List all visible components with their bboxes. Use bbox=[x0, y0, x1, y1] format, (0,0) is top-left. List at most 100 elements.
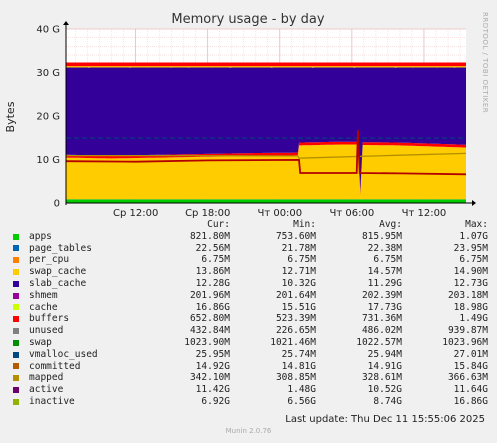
legend-label: swap bbox=[29, 336, 52, 348]
active-line bbox=[66, 152, 467, 159]
y-tick-label: 40 G bbox=[36, 25, 60, 36]
legend-label: shmem bbox=[29, 289, 58, 301]
legend-item-inactive: inactive 6.92G 6.56G 8.74G 16.86G bbox=[11, 396, 489, 408]
max-header: Max: bbox=[465, 219, 488, 230]
apps-area bbox=[66, 199, 466, 203]
legend-max: 15.84G bbox=[453, 360, 488, 372]
legend-swatch bbox=[13, 398, 19, 405]
legend-item-swap-cache: swap_cache 13.86M 12.71M 14.57M 14.90M bbox=[11, 266, 489, 278]
legend-max: 939.87M bbox=[447, 325, 488, 337]
y-axis-arrow bbox=[63, 21, 69, 25]
legend-cur: 14.92G bbox=[195, 360, 230, 372]
legend-item-active: active 11.42G 1.48G 10.52G 11.64G bbox=[11, 384, 489, 396]
legend-max: 12.73G bbox=[453, 277, 488, 289]
munin-version: Munin 2.0.76 bbox=[225, 427, 272, 435]
legend-min: 6.56G bbox=[287, 395, 316, 407]
legend-min: 753.60M bbox=[275, 230, 316, 242]
legend-cur: 432.84M bbox=[189, 325, 230, 337]
legend-max: 366.63M bbox=[447, 372, 488, 384]
legend-max: 1023.96M bbox=[442, 336, 488, 348]
legend-label: committed bbox=[29, 360, 81, 372]
legend-avg: 6.75M bbox=[373, 254, 402, 266]
legend-label: cache bbox=[29, 301, 58, 313]
legend-label: page_tables bbox=[29, 242, 92, 254]
legend-min: 10.32G bbox=[281, 277, 316, 289]
legend-cur: 201.96M bbox=[189, 289, 230, 301]
legend-label: apps bbox=[29, 230, 52, 242]
inactive-line bbox=[65, 129, 467, 176]
legend-swatch bbox=[13, 328, 19, 335]
legend-avg: 731.36M bbox=[361, 313, 402, 325]
legend-swatch bbox=[13, 351, 19, 358]
legend-min: 21.78M bbox=[281, 242, 316, 254]
legend-item-page-tables: page_tables 22.56M 21.78M 22.38M 23.95M bbox=[11, 243, 489, 255]
legend-min: 308.85M bbox=[275, 372, 316, 384]
legend-item-apps: apps 821.80M 753.60M 815.95M 1.07G bbox=[11, 231, 489, 243]
legend-item-swap: swap 1023.90M 1021.46M 1022.57M 1023.96M bbox=[11, 337, 489, 349]
legend-min: 25.74M bbox=[281, 348, 316, 360]
legend-label: buffers bbox=[29, 313, 70, 325]
last-update: Last update: Thu Dec 11 15:55:06 2025 bbox=[285, 414, 485, 425]
legend-max: 1.07G bbox=[459, 230, 488, 242]
legend-max: 11.64G bbox=[453, 384, 488, 396]
legend-item-per-cpu: per_cpu 6.75M 6.75M 6.75M 6.75M bbox=[11, 254, 489, 266]
legend-min: 1021.46M bbox=[270, 336, 316, 348]
legend-swatch bbox=[13, 292, 19, 299]
legend: Cur: Min: Avg: Max: apps 821.80M 753.60M 81… bbox=[11, 219, 489, 408]
legend-cur: 342.10M bbox=[189, 372, 230, 384]
legend-max: 23.95M bbox=[453, 242, 488, 254]
legend-swatch bbox=[13, 257, 19, 264]
legend-cur: 1023.90M bbox=[184, 336, 230, 348]
legend-item-unused: unused 432.84M 226.65M 486.02M 939.87M bbox=[11, 325, 489, 337]
legend-swatch bbox=[13, 316, 19, 323]
legend-avg: 14.91G bbox=[367, 360, 402, 372]
legend-item-shmem: shmem 201.96M 201.64M 202.39M 203.18M bbox=[11, 290, 489, 302]
legend-label: slab_cache bbox=[29, 277, 87, 289]
chart-title: Memory usage - by day bbox=[171, 12, 324, 27]
x-tick-label: Чт 06:00 bbox=[330, 208, 375, 219]
legend-label: active bbox=[29, 384, 64, 396]
legend-swatch bbox=[13, 280, 19, 287]
x-axis-arrow bbox=[472, 200, 476, 206]
legend-max: 6.75M bbox=[459, 254, 488, 266]
min-header: Min: bbox=[293, 219, 316, 230]
legend-cur: 13.86M bbox=[195, 266, 230, 278]
legend-min: 1.48G bbox=[287, 384, 316, 396]
legend-item-vmalloc-used: vmalloc_used 25.95M 25.74M 25.94M 27.01M bbox=[11, 349, 489, 361]
legend-swatch bbox=[13, 375, 19, 382]
y-axis-label: Bytes bbox=[4, 101, 17, 132]
legend-label: inactive bbox=[29, 395, 75, 407]
y-tick-label: 0 bbox=[54, 199, 60, 210]
avg-header: Avg: bbox=[379, 219, 402, 230]
legend-avg: 815.95M bbox=[361, 230, 402, 242]
legend-max: 16.86G bbox=[453, 395, 488, 407]
legend-cur: 11.42G bbox=[195, 384, 230, 396]
slab-cache-area bbox=[66, 66, 466, 193]
legend-avg: 10.52G bbox=[367, 384, 402, 396]
legend-item-buffers: buffers 652.80M 523.39M 731.36M 1.49G bbox=[11, 313, 489, 325]
legend-max: 203.18M bbox=[447, 289, 488, 301]
legend-swatch bbox=[13, 339, 19, 346]
legend-item-slab-cache: slab_cache 12.28G 10.32G 11.29G 12.73G bbox=[11, 278, 489, 290]
x-tick-label: Ср 12:00 bbox=[113, 208, 158, 219]
legend-avg: 25.94M bbox=[367, 348, 402, 360]
legend-avg: 1022.57M bbox=[356, 336, 402, 348]
legend-avg: 486.02M bbox=[361, 325, 402, 337]
legend-label: vmalloc_used bbox=[29, 348, 98, 360]
legend-label: mapped bbox=[29, 372, 64, 384]
legend-max: 18.98G bbox=[453, 301, 488, 313]
legend-label: unused bbox=[29, 325, 64, 337]
legend-item-mapped: mapped 342.10M 308.85M 328.61M 366.63M bbox=[11, 372, 489, 384]
legend-cur: 22.56M bbox=[195, 242, 230, 254]
legend-swatch bbox=[13, 387, 19, 394]
swap-band bbox=[66, 62, 466, 67]
legend-swatch bbox=[13, 269, 19, 276]
y-tick-label: 10 G bbox=[36, 155, 60, 166]
legend-avg: 8.74G bbox=[373, 395, 402, 407]
legend-min: 226.65M bbox=[275, 325, 316, 337]
legend-avg: 11.29G bbox=[367, 277, 402, 289]
legend-max: 27.01M bbox=[453, 348, 488, 360]
legend-avg: 17.73G bbox=[367, 301, 402, 313]
legend-cur: 6.92G bbox=[201, 395, 230, 407]
legend-cur: 6.75M bbox=[201, 254, 230, 266]
